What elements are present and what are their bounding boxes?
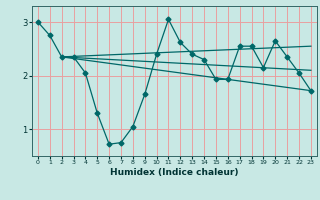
X-axis label: Humidex (Indice chaleur): Humidex (Indice chaleur) xyxy=(110,168,239,177)
